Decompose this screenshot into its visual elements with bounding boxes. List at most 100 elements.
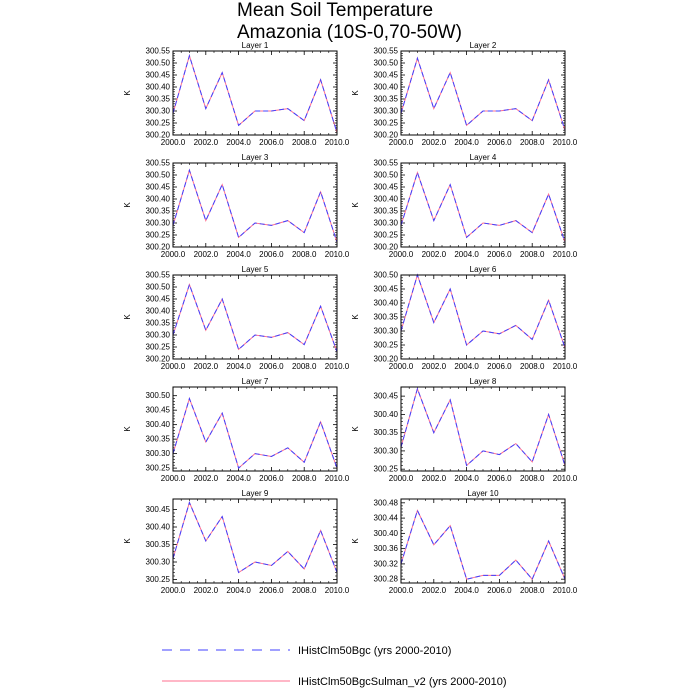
plot-frame [400, 498, 566, 584]
series-line-bgc [400, 387, 566, 467]
x-tick-label: 2004.0 [226, 250, 251, 259]
x-tick-label: 2000.0 [161, 250, 186, 259]
y-tick-label: 300.45 [146, 295, 171, 304]
panel-layer-3: Layer 3 K 300.20 300.25 300.30 300.35 300.40 30… [123, 153, 350, 259]
series-line-sulman-v2 [400, 273, 566, 348]
y-tick-label: 300.45 [146, 71, 171, 80]
y-tick-label: 300.20 [374, 243, 399, 252]
series-line-sulman-v2 [172, 54, 338, 133]
x-tick-label: 2006.0 [259, 474, 284, 483]
y-tick-label: 300.36 [374, 544, 399, 553]
x-tick-label: 2002.0 [422, 586, 447, 595]
y-tick-label: 300.40 [146, 523, 171, 532]
y-tick-label: 300.30 [146, 331, 171, 340]
x-tick-label: 2008.0 [292, 138, 317, 147]
y-tick-label: 300.30 [146, 107, 171, 116]
series-line-bgc [172, 168, 338, 243]
y-tick-label: 300.32 [374, 559, 399, 568]
panel-title-layer-3: Layer 3 [242, 153, 269, 162]
panel-layer-10: Layer 10 K 300.28 300.32 300.36 300.40 300.44 3… [351, 489, 578, 595]
y-tick-label: 300.20 [146, 355, 171, 364]
x-tick-label: 2010.0 [553, 362, 578, 371]
x-tick-label: 2006.0 [487, 362, 512, 371]
plot-frame [172, 498, 338, 584]
x-tick-label: 2010.0 [325, 474, 350, 483]
y-axis-label: K [351, 90, 360, 96]
x-tick-label: 2004.0 [226, 586, 251, 595]
panel-layer-4: Layer 4 K 300.20 300.25 300.30 300.35 300.40 30… [351, 153, 578, 259]
y-tick-label: 300.50 [146, 283, 171, 292]
y-tick-label: 300.40 [374, 529, 399, 538]
y-tick-label: 300.55 [146, 47, 171, 56]
y-tick-label: 300.45 [146, 406, 171, 415]
x-tick-label: 2008.0 [292, 474, 317, 483]
y-tick-label: 300.28 [374, 575, 399, 584]
panel-layer-7: Layer 7 K 300.25 300.30 300.35 300.40 300.45 30… [123, 377, 350, 483]
x-tick-label: 2008.0 [292, 362, 317, 371]
x-tick-label: 2004.0 [454, 362, 479, 371]
y-tick-label: 300.35 [374, 313, 399, 322]
series-line-sulman-v2 [400, 387, 566, 467]
y-tick-label: 300.45 [146, 183, 171, 192]
y-tick-label: 300.20 [146, 131, 171, 140]
plot-frame [172, 162, 338, 248]
x-tick-label: 2004.0 [454, 474, 479, 483]
x-tick-label: 2000.0 [389, 362, 414, 371]
y-tick-label: 300.35 [146, 95, 171, 104]
y-tick-label: 300.25 [146, 119, 171, 128]
x-tick-label: 2000.0 [389, 474, 414, 483]
panel-layer-6: Layer 6 K 300.20 300.25 300.30 300.35 300.40 30… [351, 265, 578, 371]
legend: IHistClm50Bgc (yrs 2000-2010) IHistClm50… [162, 645, 506, 688]
y-tick-label: 300.55 [374, 159, 399, 168]
x-tick-label: 2006.0 [259, 362, 284, 371]
panel-title-layer-1: Layer 1 [242, 41, 269, 50]
panel-title-layer-5: Layer 5 [242, 265, 269, 274]
plot-frame [172, 386, 338, 472]
series-line-bgc [400, 56, 566, 131]
x-tick-label: 2002.0 [422, 250, 447, 259]
y-tick-label: 300.50 [146, 59, 171, 68]
panel-title-layer-7: Layer 7 [242, 377, 269, 386]
x-tick-label: 2004.0 [226, 138, 251, 147]
y-tick-label: 300.50 [374, 59, 399, 68]
x-tick-label: 2004.0 [226, 474, 251, 483]
series-line-sulman-v2 [172, 501, 338, 574]
y-tick-label: 300.20 [146, 243, 171, 252]
y-tick-label: 300.40 [146, 307, 171, 316]
y-tick-label: 300.35 [146, 319, 171, 328]
plot-frame [400, 162, 566, 248]
y-tick-label: 300.30 [374, 219, 399, 228]
y-tick-label: 300.48 [374, 498, 399, 507]
y-axis-label: K [351, 538, 360, 544]
x-tick-label: 2006.0 [259, 250, 284, 259]
x-tick-label: 2002.0 [194, 474, 219, 483]
series-line-bgc [172, 501, 338, 574]
panel-layer-1: Layer 1 K 300.20 300.25 300.30 300.35 300.40 30… [123, 41, 350, 147]
x-tick-label: 2006.0 [487, 586, 512, 595]
y-axis-label: K [351, 426, 360, 432]
y-tick-label: 300.30 [374, 327, 399, 336]
x-tick-label: 2006.0 [487, 474, 512, 483]
series-line-sulman-v2 [172, 397, 338, 469]
y-axis-label: K [123, 90, 132, 96]
y-tick-label: 300.35 [374, 207, 399, 216]
x-tick-label: 2000.0 [389, 138, 414, 147]
y-tick-label: 300.44 [374, 514, 399, 523]
x-tick-label: 2008.0 [292, 250, 317, 259]
y-tick-label: 300.35 [374, 428, 399, 437]
x-tick-label: 2006.0 [487, 138, 512, 147]
x-tick-label: 2002.0 [422, 138, 447, 147]
series-line-bgc [172, 397, 338, 469]
y-tick-label: 300.50 [146, 171, 171, 180]
x-tick-label: 2000.0 [389, 586, 414, 595]
y-tick-label: 300.40 [374, 410, 399, 419]
x-tick-label: 2010.0 [325, 362, 350, 371]
plot-frame [172, 50, 338, 136]
panel-layer-2: Layer 2 K 300.20 300.25 300.30 300.35 300.40 30… [351, 41, 578, 147]
y-tick-label: 300.20 [374, 355, 399, 364]
y-tick-label: 300.30 [146, 558, 171, 567]
x-tick-label: 2000.0 [389, 250, 414, 259]
y-tick-label: 300.25 [146, 231, 171, 240]
panel-title-layer-2: Layer 2 [470, 41, 497, 50]
y-tick-label: 300.55 [374, 47, 399, 56]
